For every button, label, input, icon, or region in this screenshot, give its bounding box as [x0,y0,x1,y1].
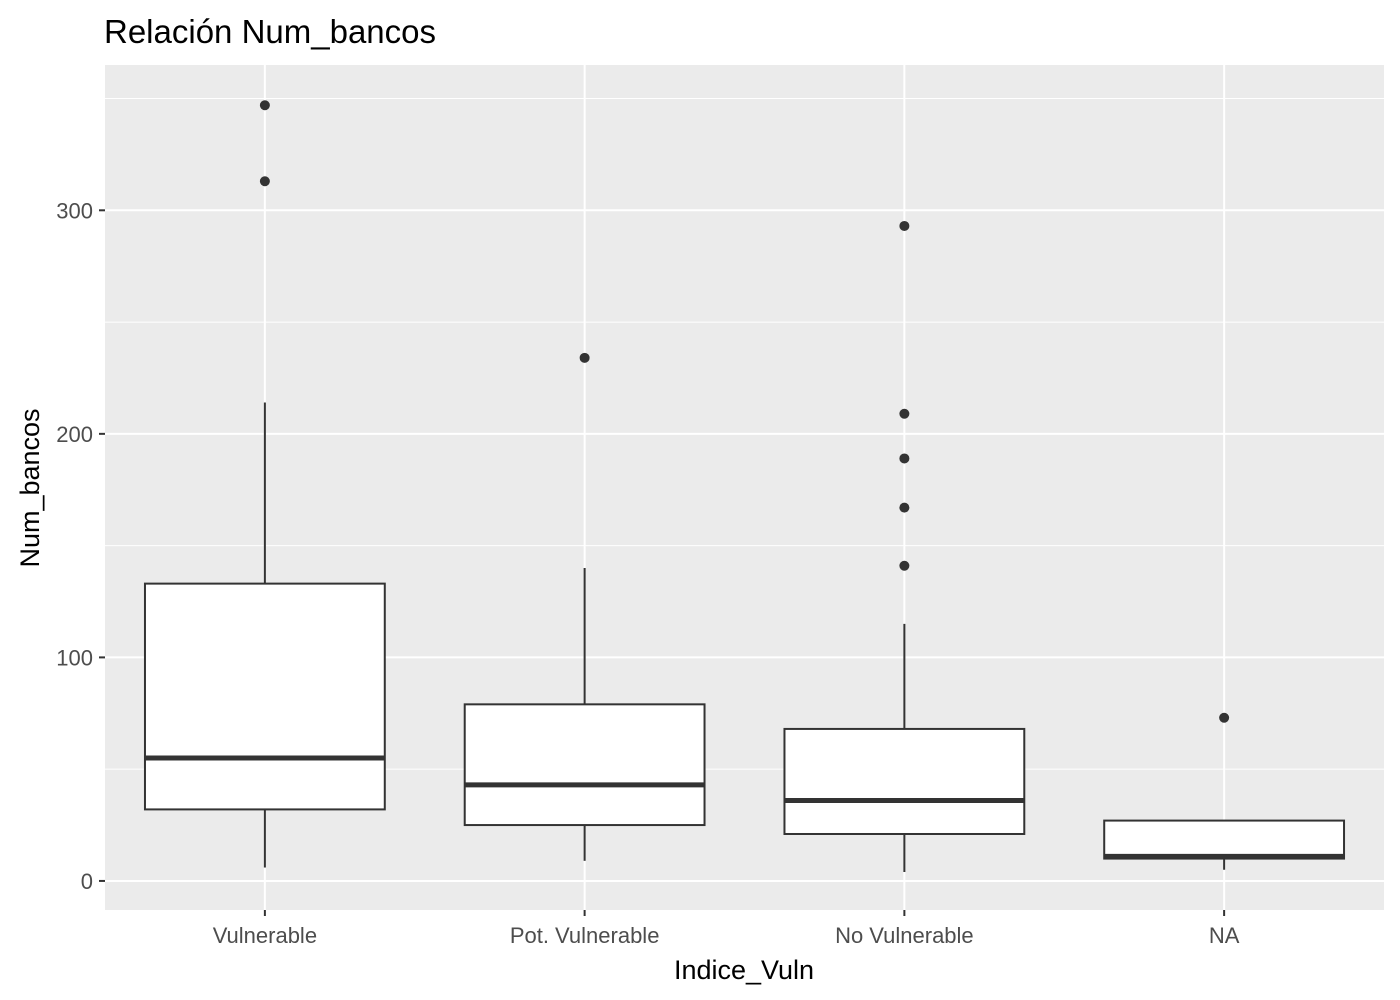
outlier-point [899,560,910,571]
x-tick-label: Vulnerable [213,923,317,948]
outlier-point [579,352,590,363]
box-group [143,100,386,868]
y-tick-label: 100 [56,645,93,670]
box-layer [143,100,1346,872]
y-axis-title: Num_bancos [15,408,45,567]
outlier-point [1219,712,1230,723]
y-tick-label: 200 [56,422,93,447]
x-axis-title: Indice_Vuln [674,955,814,985]
box-body [783,727,1026,835]
box-body [143,582,386,811]
y-tick-label: 0 [81,869,93,894]
axis-ticks: 0 100 200 300 Vulnerable Pot. Vulnerable No Vu… [56,198,1239,948]
box-body [1103,819,1346,860]
outlier-point [259,176,270,187]
box-group [783,220,1026,872]
outlier-point [899,220,910,231]
outlier-point [899,453,910,464]
x-tick-label: Pot. Vulnerable [510,923,660,948]
chart-title: Relación Num_bancos [104,13,436,50]
box-group [1103,712,1346,870]
x-tick-label: NA [1209,923,1240,948]
y-tick-label: 300 [56,198,93,223]
outlier-point [259,100,270,111]
outlier-point [899,502,910,513]
box-group [463,352,706,861]
box-body [463,703,706,827]
outlier-point [899,408,910,419]
x-tick-label: No Vulnerable [835,923,974,948]
